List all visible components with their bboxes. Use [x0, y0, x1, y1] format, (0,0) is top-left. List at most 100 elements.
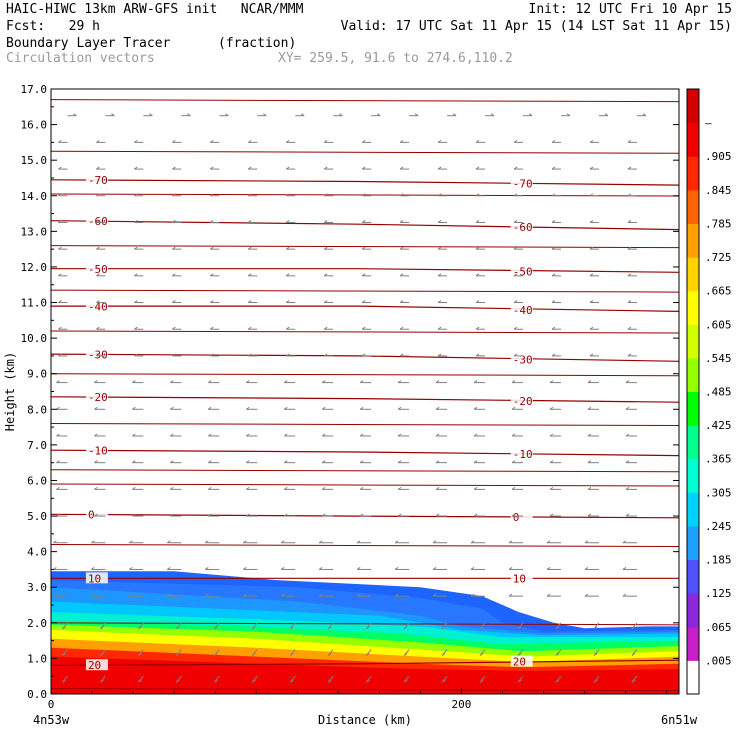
vector-head — [247, 246, 252, 250]
x-tick-label: 0 — [48, 698, 55, 711]
vector-head — [511, 513, 516, 517]
vector-head — [511, 433, 516, 437]
vector-head — [172, 193, 176, 197]
vector-head — [323, 139, 328, 143]
vector-head — [473, 406, 478, 410]
vector-head — [214, 679, 218, 683]
vector-head — [210, 139, 214, 143]
vector-head — [551, 353, 556, 357]
vector-head — [167, 593, 171, 597]
colorbar-swatch — [687, 593, 699, 628]
vector-head — [323, 246, 328, 250]
vector-head — [359, 460, 364, 464]
vector-head — [361, 246, 366, 250]
vector-head — [397, 460, 402, 464]
vector-head — [138, 679, 142, 683]
colorbar-swatch — [687, 660, 699, 695]
vector-head — [245, 513, 250, 517]
forecast-hour: Fcst: 29 h — [6, 19, 100, 34]
colorbar-label: .545 — [705, 352, 732, 365]
vector-head — [546, 593, 551, 597]
vector-head — [435, 433, 440, 437]
y-tick-label: 1.0 — [27, 652, 47, 665]
vector-head — [170, 406, 174, 410]
y-tick-label: 0.0 — [27, 688, 47, 701]
vector-head — [437, 166, 442, 170]
vector-head — [627, 220, 632, 223]
y-tick-label: 17.0 — [21, 83, 48, 96]
contour-label-bg — [510, 221, 533, 233]
vector-head — [58, 300, 62, 303]
colorbar-swatch — [687, 458, 699, 493]
vector-head — [134, 326, 138, 330]
contour-label-bg — [85, 174, 108, 186]
vector-head — [475, 246, 480, 250]
colorbar-label: .725 — [705, 251, 732, 264]
vector-head — [508, 540, 513, 544]
vector-head — [399, 193, 404, 197]
colorbar-label: – — [705, 117, 712, 130]
vector-head — [247, 220, 252, 223]
vector-head — [584, 567, 589, 570]
vector-head — [432, 593, 437, 597]
temperature-contour — [51, 688, 679, 692]
vector-head — [251, 653, 256, 656]
vector-head — [58, 353, 62, 357]
vector-head — [91, 593, 95, 597]
vector-head — [555, 653, 560, 656]
contour-label-bg — [85, 300, 108, 312]
vector-head — [323, 166, 328, 170]
vector-head — [631, 679, 636, 683]
vector-head — [170, 433, 174, 437]
vector-head — [170, 513, 174, 517]
vector-head — [513, 300, 518, 303]
contour-label-bg — [85, 659, 108, 671]
colorbar-label: .245 — [705, 520, 732, 533]
vector-head — [210, 300, 214, 303]
contour-label-bg — [510, 572, 533, 584]
vector-head — [511, 460, 516, 464]
vector-head — [593, 679, 598, 683]
vector-head — [551, 166, 556, 170]
y-tick-label: 11.0 — [21, 297, 48, 310]
vector-head — [513, 326, 518, 330]
y-tick-label: 3.0 — [27, 581, 47, 594]
vector-head — [589, 139, 594, 143]
vector-head — [365, 679, 370, 683]
vector-head — [210, 246, 214, 250]
temperature-contour — [51, 469, 679, 473]
vector-head — [432, 540, 437, 544]
vector-head — [475, 273, 480, 277]
y-tick-label: 5.0 — [27, 510, 47, 523]
temperature-contour — [51, 396, 679, 403]
vector-head — [435, 486, 440, 490]
x-start-label: 4n53w — [33, 713, 70, 727]
vector-head — [170, 486, 174, 490]
colorbar-label: .845 — [705, 184, 732, 197]
y-tick-label: 10.0 — [21, 332, 48, 345]
contour-label-bg — [85, 391, 108, 403]
vector-head — [94, 380, 98, 384]
vector-head — [399, 353, 404, 357]
vector-head — [289, 679, 294, 683]
vector-head — [58, 166, 62, 170]
contour-label-bg — [510, 177, 533, 189]
temperature-contour — [51, 245, 679, 249]
vector-head — [551, 326, 556, 330]
vector-head — [242, 540, 247, 544]
temperature-contour — [51, 330, 679, 334]
vector-head — [210, 326, 214, 330]
vector-head — [134, 220, 138, 223]
vector-head — [247, 273, 252, 277]
colorbar-swatch — [687, 257, 699, 292]
vector-head — [208, 486, 212, 490]
vector-head — [321, 486, 326, 490]
y-tick-label: 9.0 — [27, 368, 47, 381]
vector-head — [397, 433, 402, 437]
vector-head — [511, 380, 516, 384]
vector-head — [399, 300, 404, 303]
vector-head — [627, 300, 632, 303]
vector-head — [551, 193, 556, 197]
vector-head — [584, 540, 589, 544]
vector-head — [132, 380, 136, 384]
